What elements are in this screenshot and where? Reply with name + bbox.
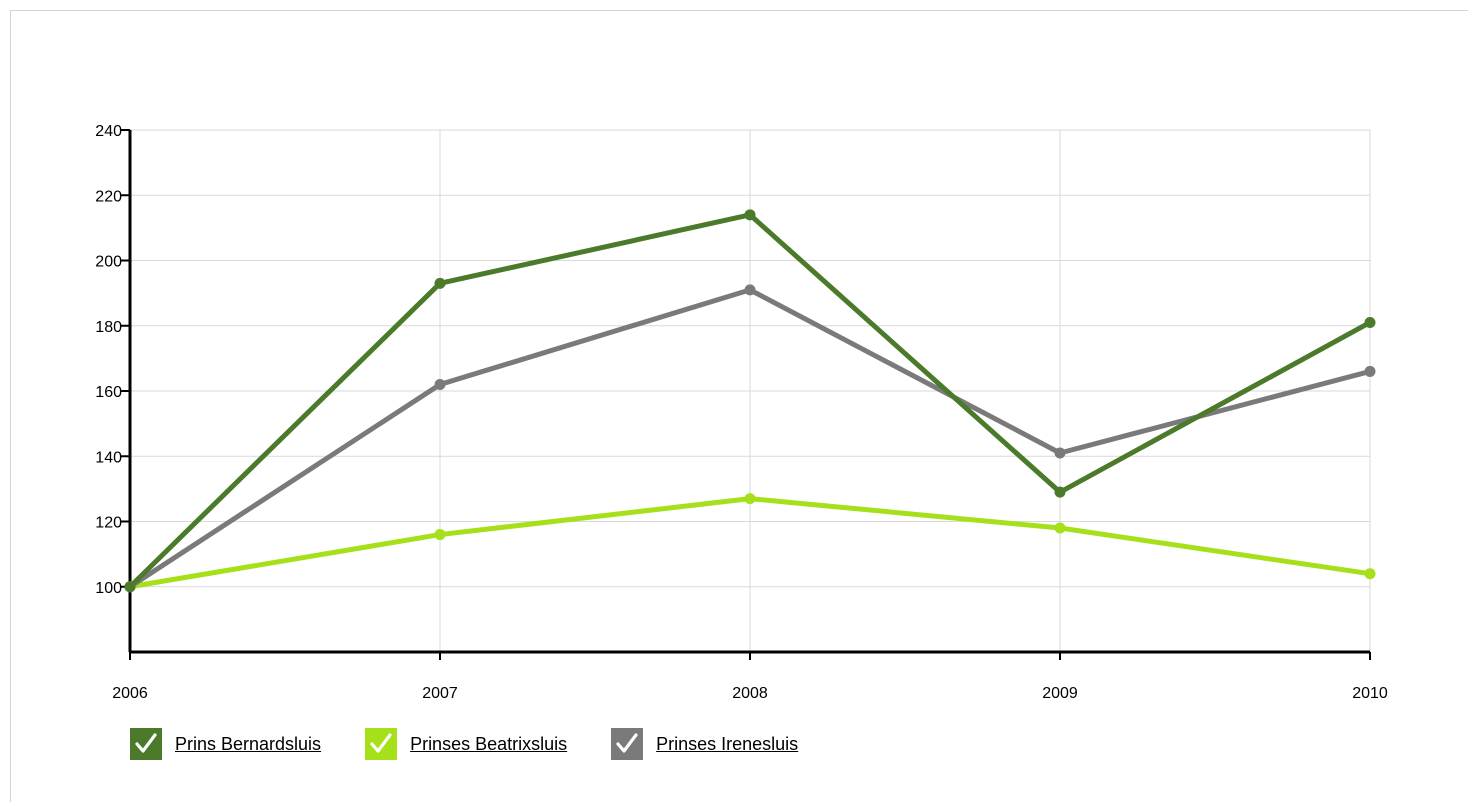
y-tick-label: 140	[95, 449, 122, 466]
grid	[130, 129, 1371, 652]
series-point	[1054, 486, 1066, 498]
y-tick-label: 180	[95, 319, 122, 336]
series-point	[124, 581, 136, 593]
checkmark-icon	[370, 733, 392, 753]
legend-item-prinses-beatrixsluis[interactable]: Prinses Beatrixsluis	[365, 728, 567, 760]
checkmark-icon	[135, 733, 157, 753]
x-axis-ticks: 2006 2007 2008 2009 2010	[112, 685, 1388, 702]
checkmark-icon	[616, 733, 638, 753]
y-tick-label: 240	[95, 123, 122, 140]
series-group	[124, 209, 1376, 593]
chart-frame	[10, 10, 1468, 802]
series-point	[1364, 365, 1376, 377]
x-tick-label: 2006	[112, 685, 148, 702]
y-tick-label: 220	[95, 188, 122, 205]
series-point	[1054, 447, 1066, 459]
series-point	[434, 277, 446, 289]
series-point	[434, 529, 446, 541]
y-axis-ticks: 100 120 140 160 180 200 220 240	[95, 123, 122, 597]
legend-checkbox[interactable]	[130, 728, 162, 760]
legend-checkbox[interactable]	[611, 728, 644, 760]
y-tick-label: 200	[95, 254, 122, 271]
y-tick-label: 160	[95, 384, 122, 401]
series-point	[434, 378, 446, 390]
legend: Prins Bernardsluis Prinses Beatrixsluis …	[130, 728, 842, 760]
series-point	[1364, 316, 1376, 328]
y-tick-label: 100	[95, 580, 122, 597]
series-point	[744, 493, 756, 505]
legend-checkbox[interactable]	[365, 728, 398, 760]
legend-label[interactable]: Prinses Irenesluis	[656, 733, 799, 754]
axes	[120, 129, 1371, 660]
legend-item-prins-bernardsluis[interactable]: Prins Bernardsluis	[130, 728, 321, 760]
series-point	[744, 284, 756, 296]
series-point	[1364, 568, 1376, 580]
legend-label[interactable]: Prins Bernardsluis	[175, 733, 322, 754]
x-tick-label: 2007	[422, 685, 458, 702]
legend-label[interactable]: Prinses Beatrixsluis	[410, 733, 568, 754]
series-point	[1054, 522, 1066, 534]
x-tick-label: 2010	[1352, 685, 1388, 702]
x-tick-label: 2009	[1042, 685, 1078, 702]
x-tick-label: 2008	[732, 685, 768, 702]
legend-item-prinses-irenesluis[interactable]: Prinses Irenesluis	[611, 728, 798, 760]
series-point	[744, 209, 756, 221]
y-tick-label: 120	[95, 515, 122, 532]
